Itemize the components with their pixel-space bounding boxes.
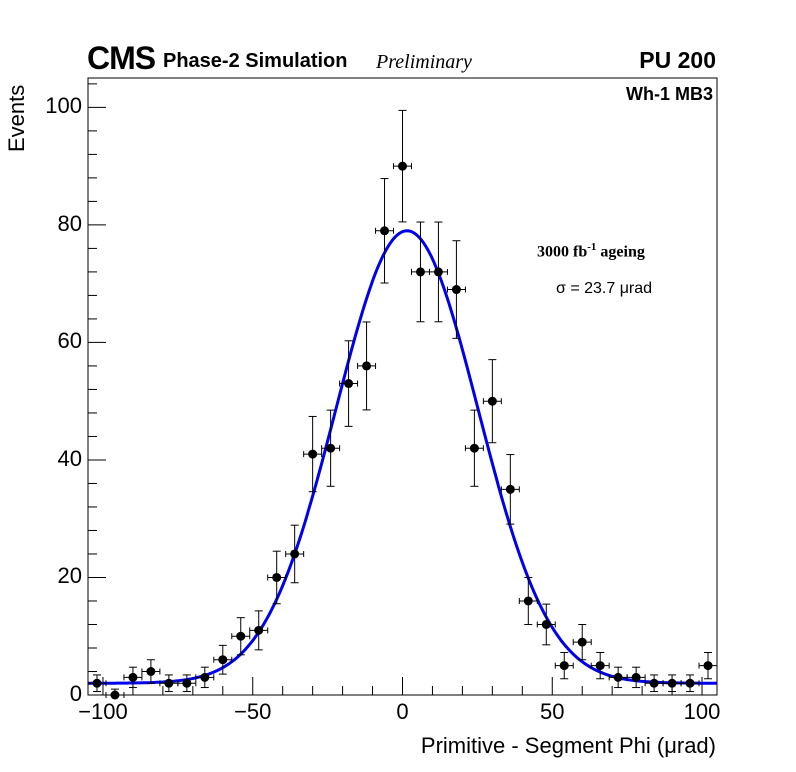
x-tick-label: −100 [78, 699, 128, 724]
data-point [87, 674, 107, 693]
ageing-suffix: ageing [596, 243, 645, 261]
marker [595, 661, 605, 671]
data-point [572, 623, 592, 661]
data-point [698, 651, 718, 680]
marker [523, 596, 533, 606]
marker [218, 655, 228, 665]
marker [559, 661, 569, 671]
marker [110, 690, 120, 700]
data-point [644, 674, 664, 693]
data-point [339, 340, 359, 427]
data-point [393, 109, 412, 223]
data-point [123, 666, 143, 689]
marker [128, 672, 138, 682]
marker [362, 361, 372, 371]
data-point [303, 415, 323, 493]
data-point [464, 409, 484, 487]
marker [505, 484, 515, 494]
marker [469, 443, 479, 453]
data-point [590, 651, 610, 680]
y-tick-label: 40 [57, 445, 82, 471]
chamber-label: Wh-1 MB3 [626, 84, 713, 104]
marker [200, 672, 210, 682]
ageing-prefix: 3000 fb [537, 243, 588, 261]
marker [146, 666, 156, 676]
marker [236, 631, 246, 641]
marker [326, 443, 336, 453]
x-tick-label: 0 [396, 699, 409, 724]
marker [541, 619, 551, 629]
marker [649, 678, 659, 688]
data-point [428, 221, 448, 323]
marker [254, 625, 264, 635]
data-point [446, 240, 466, 339]
marker [703, 661, 713, 671]
marker [577, 637, 587, 647]
data-point [141, 659, 161, 684]
y-tick-label: 60 [57, 328, 82, 354]
phase-label: Phase-2 Simulation [163, 50, 348, 72]
marker [308, 449, 318, 459]
data-point [410, 221, 430, 323]
y-tick-label: 20 [57, 563, 82, 589]
marker [398, 161, 407, 171]
fit-curve [88, 229, 717, 685]
marker [667, 678, 677, 688]
cms-label: CMS [87, 40, 156, 76]
data-point [518, 576, 538, 625]
data-point [536, 603, 556, 646]
marker [164, 678, 174, 688]
data-point [608, 666, 628, 689]
marker [290, 549, 300, 559]
data-point [213, 644, 233, 675]
marker [92, 678, 102, 688]
marker [344, 379, 354, 389]
x-tick-label: 100 [683, 699, 721, 724]
ageing-label: 3000 fb-1 ageing [537, 241, 645, 261]
data-point [500, 454, 520, 525]
x-tick-label: −50 [234, 699, 272, 724]
data-point [321, 409, 341, 487]
data-point [195, 666, 215, 689]
data-point [626, 666, 646, 689]
marker [182, 678, 192, 688]
marker [613, 672, 623, 682]
data-point [482, 359, 502, 444]
data-point [357, 321, 377, 411]
data-point [680, 674, 700, 693]
data-point [231, 617, 251, 656]
y-tick-label: 80 [57, 210, 82, 236]
marker [380, 226, 390, 236]
data-point [105, 688, 125, 700]
data-point [177, 674, 197, 693]
marker [272, 572, 282, 582]
data-point [267, 550, 287, 605]
data-point [249, 610, 269, 651]
marker [685, 678, 695, 688]
y-tick-label: 0 [69, 681, 82, 706]
sigma-label: σ = 23.7 μrad [556, 280, 653, 297]
data-point [375, 178, 395, 284]
marker [415, 267, 425, 277]
marker [487, 396, 497, 406]
ageing-exponent: -1 [587, 241, 597, 253]
data-point [285, 524, 305, 584]
data-point [554, 651, 574, 680]
preliminary-label: Preliminary [376, 51, 472, 73]
pileup-label: PU 200 [639, 47, 716, 73]
marker [433, 267, 443, 277]
marker [451, 285, 461, 295]
x-tick-label: 50 [540, 699, 565, 724]
x-axis-title: Primitive - Segment Phi (μrad) [420, 733, 716, 758]
marker [631, 672, 641, 682]
data-point [662, 674, 682, 693]
y-tick-label: 100 [45, 93, 82, 119]
